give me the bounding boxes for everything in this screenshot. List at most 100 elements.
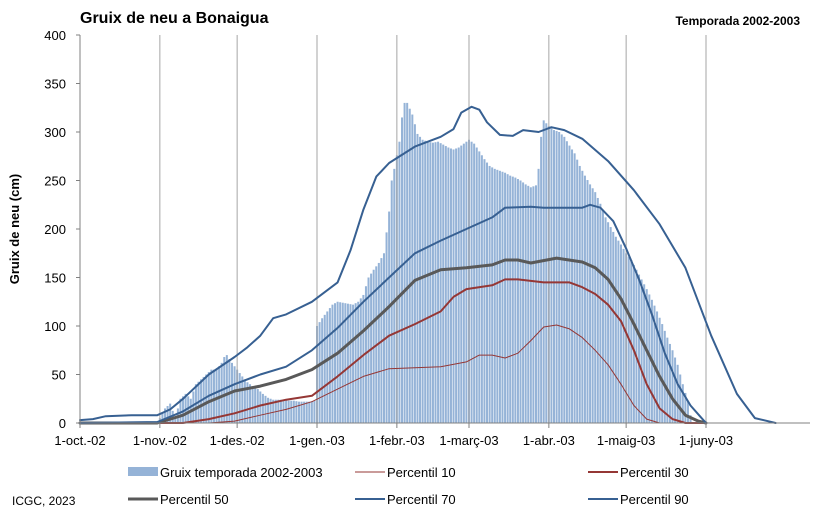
bar [457, 147, 460, 423]
bar [635, 269, 638, 423]
bar [310, 401, 313, 423]
bar [594, 192, 597, 423]
bar [220, 362, 223, 423]
bar [568, 145, 571, 423]
bar [210, 369, 213, 423]
bar [674, 357, 677, 423]
bar [169, 403, 172, 423]
bar [509, 175, 512, 423]
bar [285, 400, 288, 423]
bar [668, 343, 671, 423]
bar [578, 165, 581, 423]
bar [661, 324, 664, 423]
bar [318, 322, 321, 423]
bar [607, 222, 610, 423]
y-tick-labels: 0 50 100 150 200 250 300 350 400 [44, 28, 66, 431]
x-tick-labels: 1-oct.-02 1-nov.-02 1-des.-02 1-gen.-03 1-fe… [54, 433, 733, 448]
bar [411, 114, 414, 423]
bar [486, 162, 489, 423]
bar [233, 366, 236, 423]
bar [331, 304, 334, 423]
bar [462, 143, 465, 423]
bar [599, 203, 602, 423]
bar [308, 401, 311, 423]
bar [228, 358, 231, 423]
bar [382, 253, 385, 423]
bar [511, 176, 514, 423]
bar [617, 240, 620, 423]
bar [205, 374, 208, 423]
bar [465, 141, 468, 423]
bar [560, 134, 563, 423]
chart-title: Gruix de neu a Bonaigua [80, 10, 269, 27]
series-line-percentil-10 [79, 324, 707, 424]
y-tick-label: 300 [44, 125, 66, 140]
bar [359, 298, 362, 423]
bar [223, 357, 226, 423]
bar [686, 401, 689, 423]
bar [604, 217, 607, 423]
bar [218, 366, 221, 423]
bar [341, 302, 344, 423]
bar [300, 401, 303, 423]
bar [571, 149, 574, 423]
bar [313, 400, 316, 423]
bar [591, 188, 594, 423]
bar [390, 180, 393, 423]
bar [643, 284, 646, 423]
bar [493, 168, 496, 423]
bar [264, 395, 267, 423]
chart-subtitle: Temporada 2002-2003 [675, 14, 800, 28]
bar [282, 399, 285, 423]
bar [401, 117, 404, 423]
bar [558, 132, 561, 423]
x-tick-label: 1-nov.-02 [133, 433, 187, 448]
bar [614, 236, 617, 423]
bar [537, 168, 540, 423]
y-tick-label: 250 [44, 174, 66, 189]
bar [488, 165, 491, 423]
bar [473, 143, 476, 423]
bar [334, 303, 337, 423]
bar [344, 303, 347, 423]
bar [393, 168, 396, 423]
bar [506, 174, 509, 423]
bar [385, 232, 388, 423]
bar [437, 141, 440, 423]
bar [449, 148, 452, 424]
bar [460, 145, 463, 423]
bar [573, 153, 576, 423]
bar [563, 136, 566, 423]
bar [519, 180, 522, 423]
bar [164, 408, 167, 423]
bar [426, 141, 429, 423]
bar [501, 171, 504, 423]
bar [656, 311, 659, 423]
bar [676, 364, 679, 423]
bar [516, 179, 519, 423]
y-tick-label: 350 [44, 77, 66, 92]
bar [354, 303, 357, 423]
bar [609, 227, 612, 423]
bar [630, 260, 633, 423]
bar [339, 302, 342, 423]
bar [328, 308, 331, 423]
bar [596, 197, 599, 423]
bar [321, 318, 324, 423]
bar [684, 392, 687, 423]
bar [545, 123, 548, 424]
legend-swatch-bars [128, 467, 158, 476]
x-tick-label: 1-febr.-03 [369, 433, 425, 448]
bar [243, 379, 246, 423]
y-tick-label: 150 [44, 271, 66, 286]
bar [292, 400, 295, 423]
bar [622, 248, 625, 423]
bar [619, 244, 622, 423]
bar [542, 120, 545, 424]
bar [272, 399, 275, 423]
bar [349, 304, 352, 423]
bar [589, 184, 592, 423]
bar [498, 170, 501, 423]
legend-label: Gruix temporada 2002-2003 [160, 465, 323, 480]
bar [174, 418, 177, 423]
